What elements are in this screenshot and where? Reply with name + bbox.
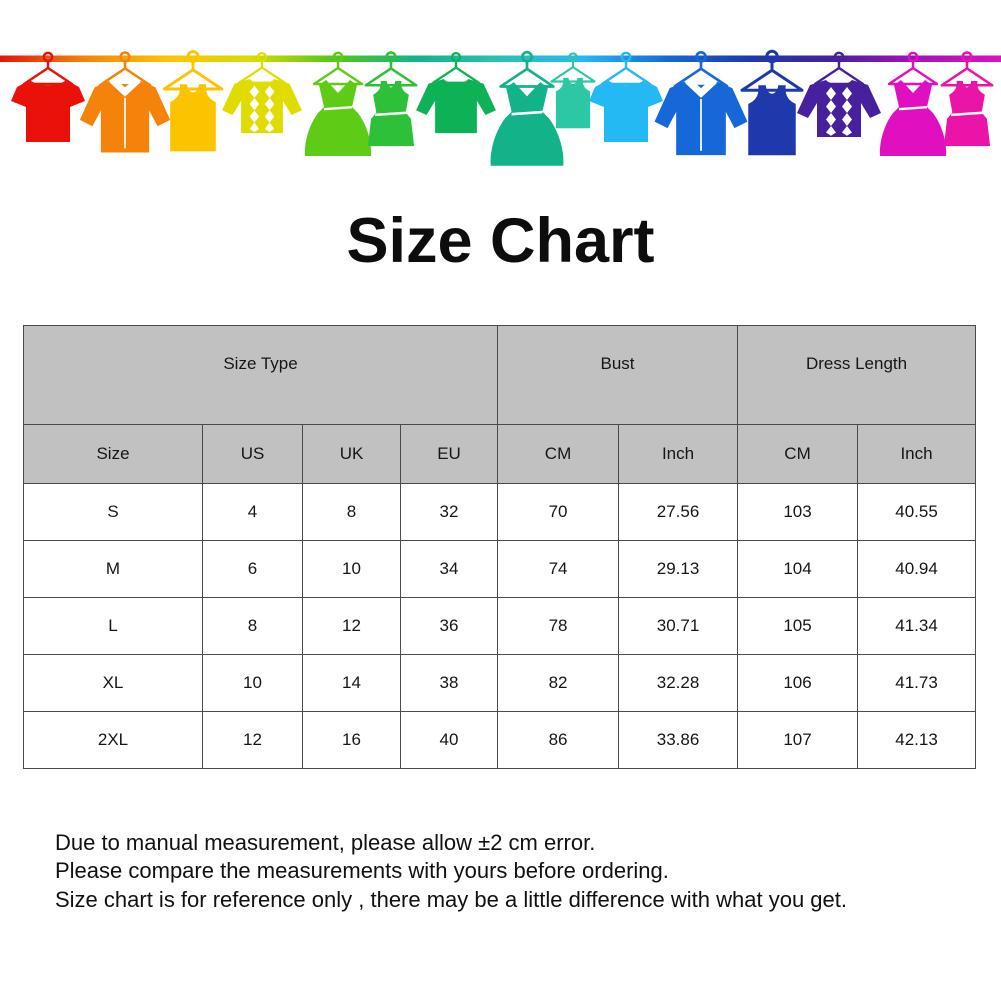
table-row-s: S 4 8 32 70 27.56 103 40.55 [23, 482, 977, 541]
cell-bust-cm: 70 [497, 482, 620, 541]
cell-us: 12 [202, 710, 303, 769]
shirt-icon [79, 78, 171, 153]
t-shirt-icon [11, 80, 85, 142]
cell-size: S [23, 482, 203, 541]
cell-bust-inch: 27.56 [618, 482, 739, 541]
col-header-length-inch: Inch [857, 423, 977, 484]
shirt-icon [654, 79, 748, 156]
banner-item-long-sleeve [416, 51, 496, 134]
group-header-size-type: Size Type [22, 324, 499, 425]
banner-item-tank-top [162, 50, 224, 152]
cell-uk: 10 [302, 539, 401, 598]
clothes-hanging-banner [0, 0, 1001, 175]
cell-length-inch: 41.73 [857, 653, 977, 712]
cell-us: 10 [202, 653, 303, 712]
cell-eu: 36 [399, 596, 499, 655]
cell-size: M [23, 539, 203, 598]
cell-eu: 38 [399, 653, 499, 712]
cell-us: 6 [202, 539, 303, 598]
tank-top-icon [170, 84, 216, 152]
cell-size: 2XL [23, 710, 203, 769]
cell-length-cm: 104 [737, 539, 859, 598]
note-line: Size chart is for reference only , there… [55, 886, 847, 912]
cell-length-cm: 105 [737, 596, 859, 655]
col-header-us: US [202, 423, 303, 484]
page-title: Size Chart [346, 206, 655, 276]
cell-uk: 16 [302, 710, 401, 769]
cell-eu: 34 [399, 539, 499, 598]
col-header-size: Size [23, 423, 203, 484]
table-row-l: L 8 12 36 78 30.71 105 41.34 [23, 596, 977, 655]
note-line: Due to manual measurement, please allow … [55, 829, 596, 855]
long-sleeve-icon [416, 78, 496, 134]
cell-bust-inch: 32.28 [618, 653, 739, 712]
cell-length-cm: 106 [737, 653, 859, 712]
banner-item-dress [490, 50, 564, 166]
argyle-sweater-icon [222, 78, 302, 134]
banner-item-tank-top [550, 52, 596, 129]
measurement-notes: Due to manual measurement, please allow … [55, 829, 1001, 915]
banner-item-argyle-sweater [222, 51, 302, 134]
t-shirt-icon [589, 80, 663, 142]
banner-item-dress [879, 51, 947, 156]
banner-item-tank-dress [940, 51, 994, 147]
cell-length-cm: 107 [737, 710, 859, 769]
column-header-row: Size US UK EU CM Inch CM Inch [23, 423, 977, 484]
argyle-sweater-icon [797, 80, 881, 137]
cell-bust-inch: 33.86 [618, 710, 739, 769]
cell-uk: 14 [302, 653, 401, 712]
banner-item-dress [304, 51, 372, 156]
cell-length-inch: 40.55 [857, 482, 977, 541]
cell-size: XL [23, 653, 203, 712]
cell-us: 4 [202, 482, 303, 541]
cell-eu: 40 [399, 710, 499, 769]
cell-uk: 12 [302, 596, 401, 655]
dress-icon [490, 82, 564, 166]
banner-item-shirt [654, 51, 748, 156]
banner-item-shirt [79, 51, 171, 153]
tank-dress-icon [367, 81, 415, 147]
table-row-2xl: 2XL 12 16 40 86 33.86 107 42.13 [23, 710, 977, 769]
cell-bust-cm: 74 [497, 539, 620, 598]
banner-item-argyle-sweater [797, 51, 881, 137]
cell-size: L [23, 596, 203, 655]
cell-bust-cm: 82 [497, 653, 620, 712]
cell-length-cm: 103 [737, 482, 859, 541]
cell-us: 8 [202, 596, 303, 655]
group-header-dress-length: Dress Length [737, 324, 977, 425]
cell-length-inch: 40.94 [857, 539, 977, 598]
group-header-row: Size Type Bust Dress Length [22, 324, 977, 425]
cell-bust-inch: 29.13 [618, 539, 739, 598]
rainbow-rail [0, 55, 1001, 62]
cell-length-inch: 41.34 [857, 596, 977, 655]
cell-bust-cm: 78 [497, 596, 620, 655]
cell-uk: 8 [302, 482, 401, 541]
banner-item-tank-top [740, 49, 804, 156]
tank-top-icon [748, 85, 796, 156]
tank-top-icon [555, 77, 591, 129]
table-row-xl: XL 10 14 38 82 32.28 106 41.73 [23, 653, 977, 712]
banner-item-t-shirt [11, 51, 85, 142]
banner-item-tank-dress [364, 51, 418, 147]
col-header-bust-inch: Inch [618, 423, 739, 484]
cell-eu: 32 [399, 482, 499, 541]
group-header-bust: Bust [497, 324, 739, 425]
col-header-eu: EU [399, 423, 499, 484]
tank-dress-icon [943, 81, 991, 147]
size-chart-table: Size Type Bust Dress Length Size US UK E… [22, 324, 977, 769]
col-header-uk: UK [302, 423, 401, 484]
dress-icon [879, 80, 947, 156]
col-header-bust-cm: CM [497, 423, 620, 484]
cell-bust-inch: 30.71 [618, 596, 739, 655]
banner-item-t-shirt [589, 51, 663, 142]
dress-icon [304, 80, 372, 156]
cell-length-inch: 42.13 [857, 710, 977, 769]
table-row-m: M 6 10 34 74 29.13 104 40.94 [23, 539, 977, 598]
banner-svg [0, 49, 1001, 166]
cell-bust-cm: 86 [497, 710, 620, 769]
col-header-length-cm: CM [737, 423, 859, 484]
note-line: Please compare the measurements with you… [55, 858, 669, 884]
